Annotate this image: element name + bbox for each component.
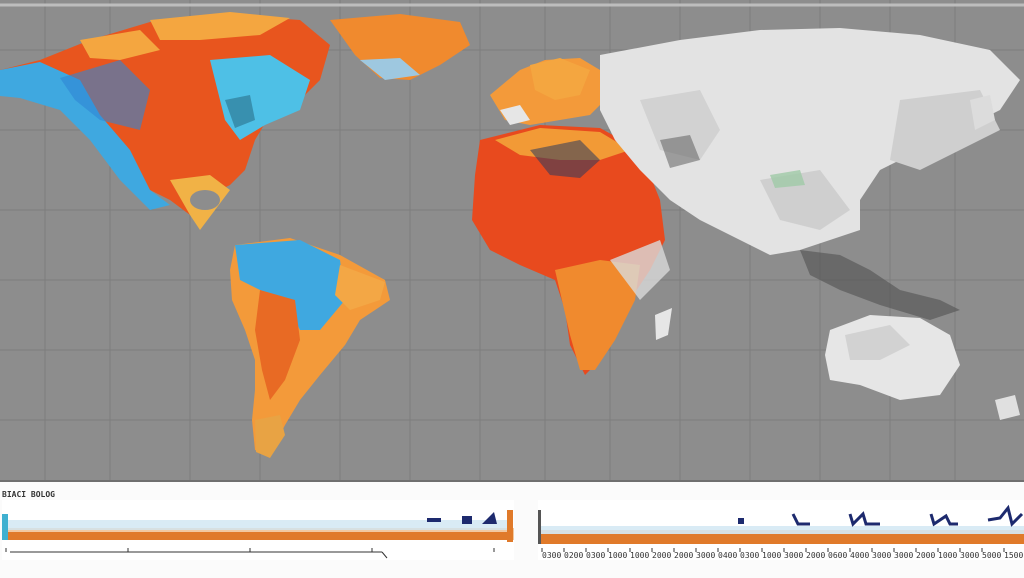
timeline-tick-label: 4000 xyxy=(850,551,869,560)
timeline-tick-label: 2000 xyxy=(916,551,935,560)
timeline-tick-label: 1500 xyxy=(1004,551,1023,560)
timeline-tick-label: 0300 xyxy=(740,551,759,560)
timeline-tick-label: 3000 xyxy=(784,551,803,560)
timeline-marker xyxy=(738,518,744,524)
japan xyxy=(970,95,995,130)
timeline-tick-label: 0300 xyxy=(542,551,561,560)
timeline-marker xyxy=(987,504,1024,527)
left-timeline[interactable] xyxy=(2,500,514,560)
southeast-asia xyxy=(800,250,960,320)
timeline-tick-label: 2000 xyxy=(806,551,825,560)
timeline-tick-label: 0400 xyxy=(718,551,737,560)
right-timeline-chart: 0300 0200 0300 1000 1000 2000 2000 3000 0400 0300… xyxy=(538,504,1024,560)
timeline-tick-label: 1000 xyxy=(608,551,627,560)
timeline-tick-label: 1000 xyxy=(938,551,957,560)
right-timeline-bar xyxy=(540,534,1024,544)
strip-label: BIACI BOLOG xyxy=(2,490,55,499)
timeline-tick-label: 3000 xyxy=(894,551,913,560)
left-timeline-bar xyxy=(2,532,507,540)
timeline-marker xyxy=(482,512,497,524)
timeline-tick-label: 3000 xyxy=(696,551,715,560)
timeline-tick-label: 1000 xyxy=(762,551,781,560)
left-timeline-end-cap xyxy=(507,510,513,542)
timeline-tick-label: 0300 xyxy=(586,551,605,560)
right-timeline[interactable]: 0300 0200 0300 1000 1000 2000 2000 3000 0400 0300… xyxy=(538,500,1024,560)
timeline-tick-label: 0200 xyxy=(564,551,583,560)
asia xyxy=(600,28,1020,255)
world-map-panel[interactable] xyxy=(0,0,1024,480)
world-map xyxy=(0,0,1024,480)
timeline-marker xyxy=(462,516,472,524)
timeline-marker xyxy=(791,513,810,526)
timeline-tick-label: 5000 xyxy=(982,551,1001,560)
timeline-marker xyxy=(848,511,880,527)
timeline-tick-label: 3000 xyxy=(872,551,891,560)
timeline-marker xyxy=(929,513,958,527)
timeline-tick-label: 2000 xyxy=(674,551,693,560)
left-timeline-start-cap xyxy=(2,514,8,540)
timeline-strip: BIACI BOLOG 0300 0200 0300 1000 xyxy=(0,480,1024,578)
left-timeline-chart xyxy=(2,510,514,559)
timeline-marker xyxy=(427,518,441,522)
timeline-tick-label: 0600 xyxy=(828,551,847,560)
timeline-tick-label: 2000 xyxy=(652,551,671,560)
timeline-tick-label: 3000 xyxy=(960,551,979,560)
timeline-tick-label: 1000 xyxy=(630,551,649,560)
